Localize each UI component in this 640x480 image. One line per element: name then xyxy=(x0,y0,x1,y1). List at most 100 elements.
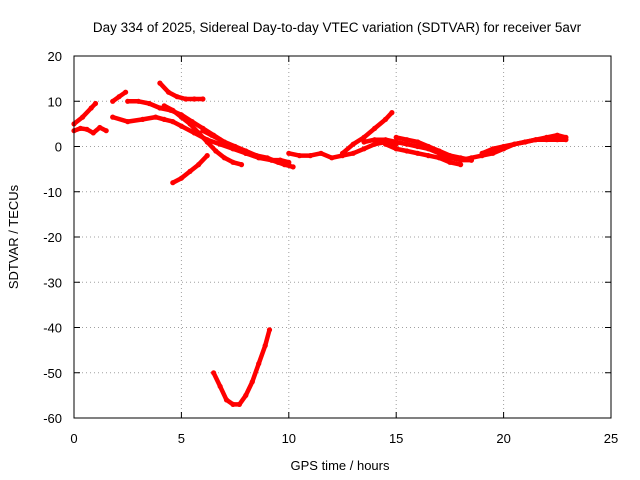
data-point xyxy=(179,115,184,120)
data-point xyxy=(415,151,420,156)
series-group xyxy=(71,81,568,408)
data-point xyxy=(458,162,463,167)
x-axis-label: GPS time / hours xyxy=(291,458,390,473)
chart-title: Day 334 of 2025, Sidereal Day-to-day VTE… xyxy=(93,20,582,35)
data-point xyxy=(226,142,231,147)
data-point xyxy=(235,146,240,151)
data-point xyxy=(200,128,205,133)
data-point xyxy=(329,155,334,160)
data-point xyxy=(162,117,167,122)
data-point xyxy=(426,153,431,158)
data-point xyxy=(563,135,568,140)
data-point xyxy=(361,135,366,140)
x-tick-label: 25 xyxy=(604,431,618,446)
data-point xyxy=(512,142,517,147)
data-point xyxy=(117,94,122,99)
series-arc-7 xyxy=(164,106,241,165)
data-point xyxy=(136,99,141,104)
data-point xyxy=(196,162,201,167)
data-point xyxy=(147,101,152,106)
data-point xyxy=(192,96,197,101)
data-point xyxy=(250,379,255,384)
data-point xyxy=(84,127,89,132)
data-point xyxy=(383,117,388,122)
data-point xyxy=(218,137,223,142)
data-point xyxy=(394,139,399,144)
series-arc-9 xyxy=(203,131,289,163)
data-point xyxy=(179,176,184,181)
data-point xyxy=(308,153,313,158)
data-point xyxy=(243,151,248,156)
grid xyxy=(74,56,611,418)
data-point xyxy=(183,96,188,101)
data-point xyxy=(230,402,235,407)
data-point xyxy=(123,90,128,95)
y-axis-label: SDTVAR / TECUs xyxy=(6,184,21,289)
data-point xyxy=(437,155,442,160)
data-point xyxy=(267,327,272,332)
data-point xyxy=(93,101,98,106)
series-arc-10 xyxy=(214,330,270,405)
data-point xyxy=(97,125,102,130)
data-point xyxy=(205,153,210,158)
data-point xyxy=(170,108,175,113)
data-point xyxy=(170,119,175,124)
data-point xyxy=(437,148,442,153)
data-point xyxy=(469,155,474,160)
data-point xyxy=(237,402,242,407)
data-point xyxy=(404,137,409,142)
data-point xyxy=(153,115,158,120)
data-point xyxy=(187,169,192,174)
y-tick-label: -30 xyxy=(43,275,62,290)
data-point xyxy=(80,115,85,120)
data-point xyxy=(447,160,452,165)
data-point xyxy=(205,139,210,144)
x-tick-label: 20 xyxy=(496,431,510,446)
data-point xyxy=(394,135,399,140)
data-point xyxy=(157,81,162,86)
data-point xyxy=(243,393,248,398)
data-point xyxy=(213,148,218,153)
data-point xyxy=(480,151,485,156)
data-point xyxy=(252,153,257,158)
y-tick-label: -20 xyxy=(43,230,62,245)
data-point xyxy=(447,153,452,158)
data-point xyxy=(340,151,345,156)
data-point xyxy=(78,126,83,131)
x-tick-label: 5 xyxy=(178,431,185,446)
data-point xyxy=(383,137,388,142)
data-point xyxy=(351,151,356,156)
y-tick-label: 0 xyxy=(55,140,62,155)
data-point xyxy=(110,115,115,120)
data-point xyxy=(91,130,96,135)
data-point xyxy=(200,96,205,101)
y-tick-label: -40 xyxy=(43,321,62,336)
data-point xyxy=(256,361,261,366)
x-tick-label: 0 xyxy=(70,431,77,446)
data-point xyxy=(426,144,431,149)
y-tick-label: -50 xyxy=(43,366,62,381)
data-point xyxy=(372,137,377,142)
data-point xyxy=(110,99,115,104)
data-point xyxy=(297,153,302,158)
data-point xyxy=(211,370,216,375)
data-point xyxy=(533,137,538,142)
data-point xyxy=(125,119,130,124)
y-tick-label: 20 xyxy=(48,49,62,64)
data-point xyxy=(286,151,291,156)
data-point xyxy=(361,139,366,144)
data-point xyxy=(269,158,274,163)
data-point xyxy=(394,146,399,151)
data-point xyxy=(318,151,323,156)
data-point xyxy=(125,99,130,104)
data-point xyxy=(209,133,214,138)
data-point xyxy=(218,384,223,389)
data-point xyxy=(224,397,229,402)
data-point xyxy=(415,139,420,144)
data-point xyxy=(458,158,463,163)
data-point xyxy=(351,142,356,147)
data-point xyxy=(278,158,283,163)
data-point xyxy=(389,110,394,115)
data-point xyxy=(140,117,145,122)
data-point xyxy=(89,105,94,110)
